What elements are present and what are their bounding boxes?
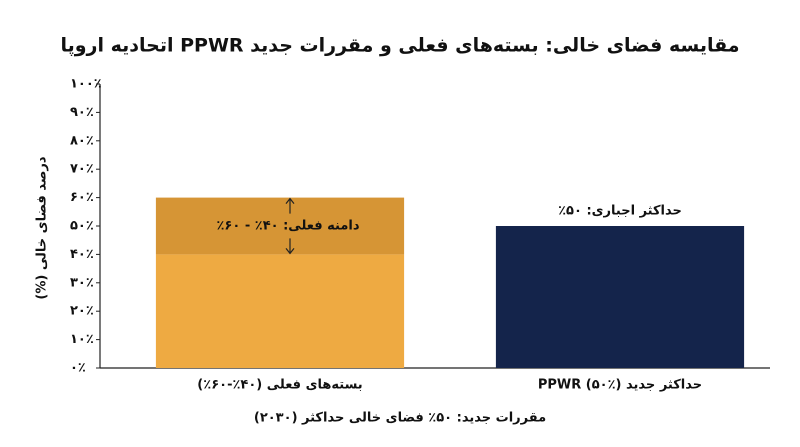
y-tick-label: ۴۰٪ [70, 247, 94, 262]
bar [155, 254, 405, 368]
chart-title: مقایسه فضای خالی: بسته‌های فعلی و مقررات… [60, 35, 739, 57]
bar [495, 226, 745, 368]
y-tick-label: ۲۰٪ [70, 304, 94, 319]
y-tick-label: ۱۰٪ [70, 332, 94, 347]
x-tick-label: بسته‌های فعلی (۴۰٪-۶۰٪) [197, 378, 362, 393]
bar [155, 197, 405, 255]
y-tick-label: ۱۰۰٪ [70, 77, 102, 92]
x-tick-label: حداکثر جدید PPWR (۵۰٪) [538, 378, 702, 393]
y-tick-label: ۰٪ [70, 361, 86, 376]
arrow-head [285, 248, 295, 255]
annotation: دامنه فعلی: ۴۰٪ - ۶۰٪ [216, 219, 359, 234]
x-axis-label: مقررات جدید: ۵۰٪ فضای خالی حداکثر (۲۰۳۰) [254, 411, 546, 426]
y-axis-label: درصد فضای خالی (%) [35, 156, 50, 299]
y-tick-label: ۷۰٪ [70, 162, 94, 177]
annotation: حداکثر اجباری: ۵۰٪ [558, 204, 682, 219]
y-tick-label: ۹۰٪ [70, 105, 94, 120]
y-tick-label: ۵۰٪ [70, 219, 94, 234]
y-tick-label: ۸۰٪ [70, 133, 94, 148]
y-tick-label: ۶۰٪ [70, 190, 94, 205]
arrow-head [285, 197, 295, 204]
y-tick-label: ۳۰٪ [70, 275, 94, 290]
